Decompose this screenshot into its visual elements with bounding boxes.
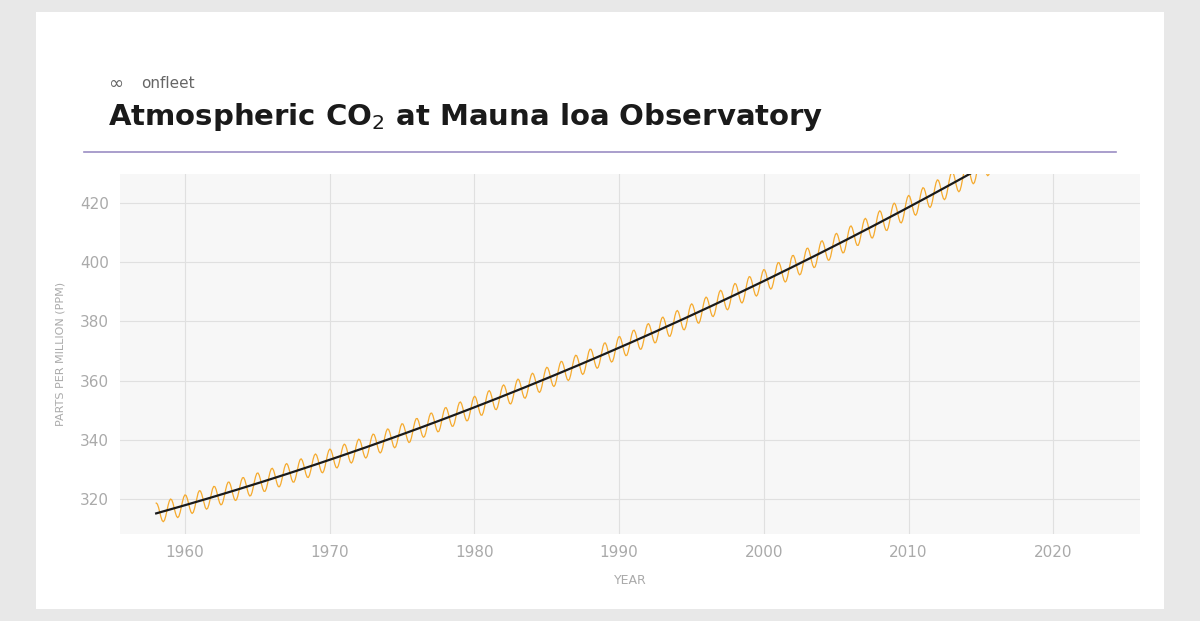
Text: Atmospheric CO$_2$ at Mauna loa Observatory: Atmospheric CO$_2$ at Mauna loa Observat… xyxy=(108,101,823,133)
Text: ∞: ∞ xyxy=(108,75,124,93)
Text: onfleet: onfleet xyxy=(142,76,196,91)
X-axis label: YEAR: YEAR xyxy=(613,574,647,587)
Y-axis label: PARTS PER MILLION (PPM): PARTS PER MILLION (PPM) xyxy=(56,282,66,426)
